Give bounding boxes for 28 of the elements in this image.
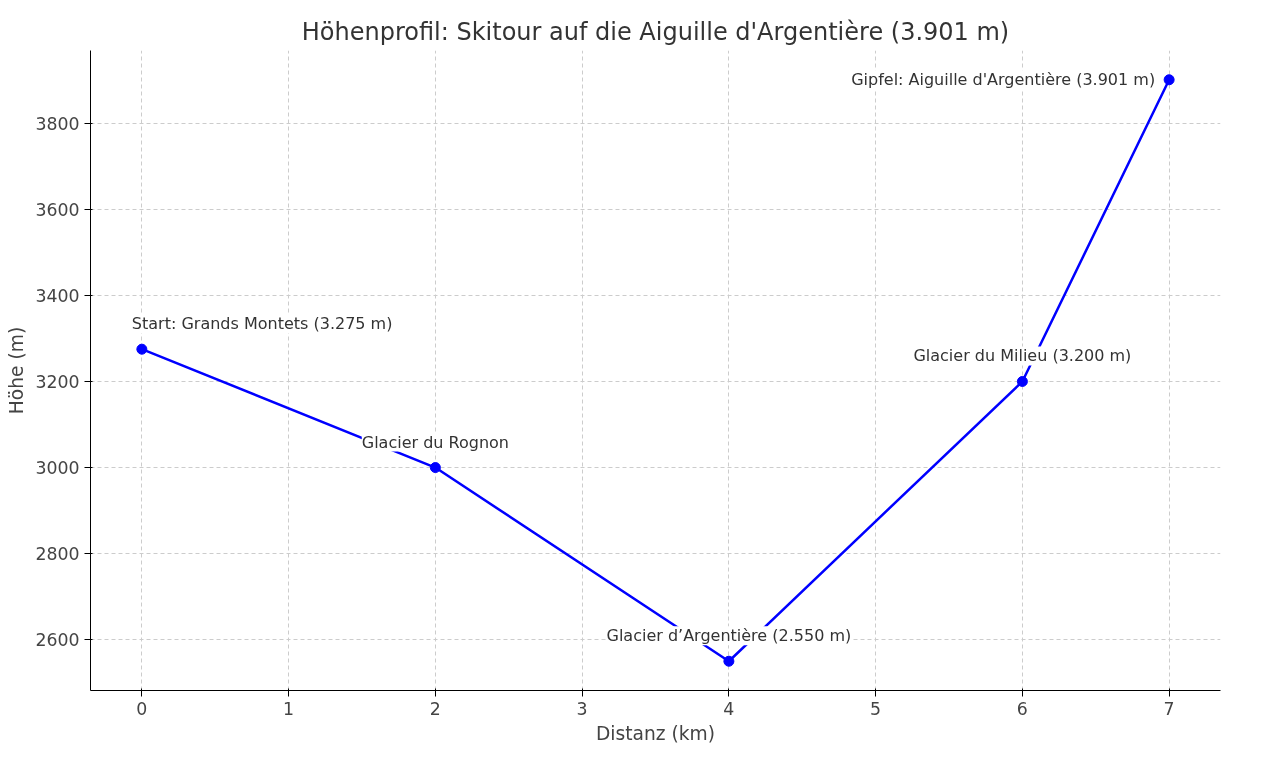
- chart-title: Höhenprofil: Skitour auf die Aiguille d'Argentière (3.901 m): [301, 17, 1010, 46]
- x-tick-label: 7: [1163, 698, 1175, 719]
- x-tick-label: 5: [870, 698, 882, 719]
- y-tick-label: 3000: [35, 458, 80, 479]
- annotation: Start: Grands Montets (3.275 m): [131, 314, 393, 334]
- point: [1016, 375, 1028, 387]
- y-tick-label: 3600: [35, 199, 80, 220]
- x-tick-label: 1: [283, 698, 295, 719]
- annotation: Glacier d’Argentière (2.550 m): [606, 626, 852, 646]
- x-tick-label: 3: [576, 698, 588, 719]
- y-tick-label: 3400: [35, 285, 80, 306]
- x-tick-label: 6: [1016, 698, 1028, 719]
- annotation: Gipfel: Aiguille d'Argentière (3.901 m): [851, 70, 1156, 90]
- y-tick-label: 2800: [35, 544, 80, 565]
- point: [429, 462, 441, 474]
- point: [723, 655, 735, 667]
- annotation: Glacier du Rognon: [361, 432, 509, 452]
- y-tick-label: 2600: [35, 630, 80, 651]
- x-tick-label: 2: [429, 698, 441, 719]
- x-tick-label: 4: [723, 698, 735, 719]
- y-tick-label: 3800: [35, 113, 80, 134]
- y-tick-label: 3200: [35, 371, 80, 392]
- point: [136, 343, 148, 355]
- x-tick-label: 0: [136, 698, 148, 719]
- y-axis-title: Höhe (m): [6, 326, 28, 415]
- x-axis-title: Distanz (km): [595, 722, 716, 744]
- annotation: Glacier du Milieu (3.200 m): [913, 346, 1132, 366]
- point: [1163, 74, 1175, 86]
